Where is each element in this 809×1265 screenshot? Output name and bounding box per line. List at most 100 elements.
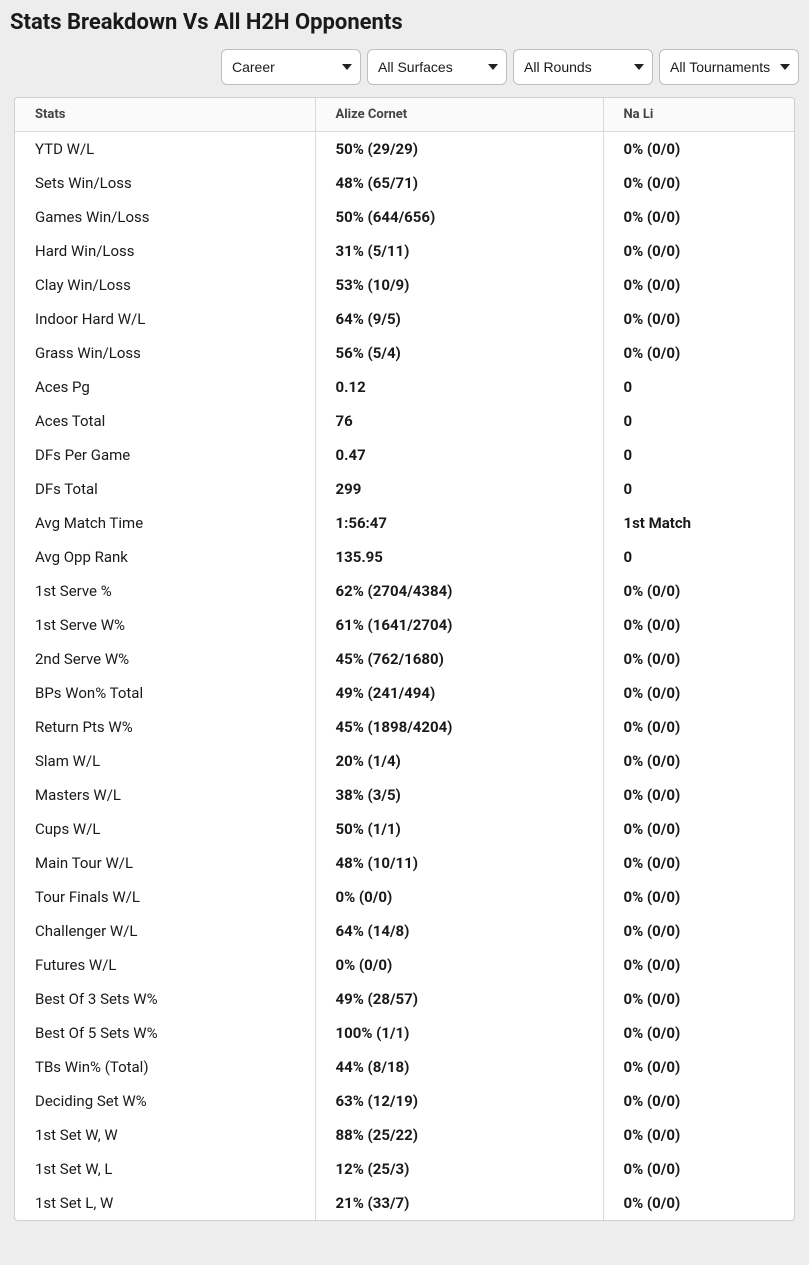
stat-label: Hard Win/Loss [15,234,315,268]
player2-value: 0% (0/0) [603,302,794,336]
player2-value: 0% (0/0) [603,268,794,302]
stat-label: 1st Set L, W [15,1186,315,1220]
stats-table-wrap: Stats Alize Cornet Na Li YTD W/L50% (29/… [14,97,795,1221]
player1-value: 49% (241/494) [315,676,603,710]
player1-value: 20% (1/4) [315,744,603,778]
player1-value: 50% (29/29) [315,132,603,167]
page-title: Stats Breakdown Vs All H2H Opponents [0,0,809,49]
table-row: Futures W/L0% (0/0)0% (0/0) [15,948,794,982]
player2-value: 0% (0/0) [603,1186,794,1220]
table-header-row: Stats Alize Cornet Na Li [15,98,794,132]
stat-label: DFs Total [15,472,315,506]
player2-value: 0% (0/0) [603,1016,794,1050]
player1-value: 61% (1641/2704) [315,608,603,642]
table-row: YTD W/L50% (29/29)0% (0/0) [15,132,794,167]
period-select[interactable]: Career [221,49,361,85]
stat-label: 1st Serve % [15,574,315,608]
player1-value: 63% (12/19) [315,1084,603,1118]
player1-value: 0.12 [315,370,603,404]
player2-value: 0 [603,472,794,506]
table-row: Tour Finals W/L0% (0/0)0% (0/0) [15,880,794,914]
table-row: Cups W/L50% (1/1)0% (0/0) [15,812,794,846]
player1-value: 48% (65/71) [315,166,603,200]
player1-value: 0.47 [315,438,603,472]
player1-value: 299 [315,472,603,506]
player1-value: 88% (25/22) [315,1118,603,1152]
tournament-select[interactable]: All Tournaments [659,49,799,85]
player2-value: 0% (0/0) [603,914,794,948]
stat-label: Slam W/L [15,744,315,778]
stat-label: Return Pts W% [15,710,315,744]
player2-value: 0% (0/0) [603,778,794,812]
table-row: BPs Won% Total49% (241/494)0% (0/0) [15,676,794,710]
player1-value: 38% (3/5) [315,778,603,812]
stat-label: Best Of 5 Sets W% [15,1016,315,1050]
stat-label: Clay Win/Loss [15,268,315,302]
table-row: 1st Set L, W21% (33/7)0% (0/0) [15,1186,794,1220]
stat-label: Cups W/L [15,812,315,846]
table-row: Indoor Hard W/L64% (9/5)0% (0/0) [15,302,794,336]
table-row: Slam W/L20% (1/4)0% (0/0) [15,744,794,778]
table-row: Avg Opp Rank135.950 [15,540,794,574]
table-row: Masters W/L38% (3/5)0% (0/0) [15,778,794,812]
player2-value: 0% (0/0) [603,948,794,982]
player1-value: 49% (28/57) [315,982,603,1016]
header-player2: Na Li [603,98,794,132]
player1-value: 50% (1/1) [315,812,603,846]
player2-value: 0% (0/0) [603,336,794,370]
header-player1: Alize Cornet [315,98,603,132]
table-row: Avg Match Time1:56:471st Match [15,506,794,540]
table-row: Best Of 3 Sets W%49% (28/57)0% (0/0) [15,982,794,1016]
player2-value: 0 [603,540,794,574]
table-row: Aces Pg0.120 [15,370,794,404]
stat-label: DFs Per Game [15,438,315,472]
player2-value: 0% (0/0) [603,132,794,167]
surface-select[interactable]: All Surfaces [367,49,507,85]
stat-label: Deciding Set W% [15,1084,315,1118]
table-row: Best Of 5 Sets W%100% (1/1)0% (0/0) [15,1016,794,1050]
round-select[interactable]: All Rounds [513,49,653,85]
player1-value: 31% (5/11) [315,234,603,268]
player2-value: 0 [603,438,794,472]
player2-value: 0% (0/0) [603,1152,794,1186]
stat-label: Avg Opp Rank [15,540,315,574]
table-row: Challenger W/L64% (14/8)0% (0/0) [15,914,794,948]
table-row: Games Win/Loss50% (644/656)0% (0/0) [15,200,794,234]
player1-value: 21% (33/7) [315,1186,603,1220]
player2-value: 0 [603,370,794,404]
player1-value: 45% (1898/4204) [315,710,603,744]
table-row: Hard Win/Loss31% (5/11)0% (0/0) [15,234,794,268]
player1-value: 1:56:47 [315,506,603,540]
stat-label: 1st Set W, W [15,1118,315,1152]
player1-value: 64% (14/8) [315,914,603,948]
table-row: DFs Total2990 [15,472,794,506]
table-row: 1st Serve %62% (2704/4384)0% (0/0) [15,574,794,608]
player2-value: 0% (0/0) [603,846,794,880]
stat-label: Sets Win/Loss [15,166,315,200]
stat-label: Grass Win/Loss [15,336,315,370]
player2-value: 0% (0/0) [603,166,794,200]
stat-label: 1st Set W, L [15,1152,315,1186]
stat-label: YTD W/L [15,132,315,167]
table-row: DFs Per Game0.470 [15,438,794,472]
player2-value: 1st Match [603,506,794,540]
player2-value: 0% (0/0) [603,880,794,914]
player1-value: 76 [315,404,603,438]
player1-value: 44% (8/18) [315,1050,603,1084]
player1-value: 62% (2704/4384) [315,574,603,608]
table-row: Main Tour W/L48% (10/11)0% (0/0) [15,846,794,880]
table-row: 2nd Serve W%45% (762/1680)0% (0/0) [15,642,794,676]
stat-label: Challenger W/L [15,914,315,948]
stat-label: Indoor Hard W/L [15,302,315,336]
table-row: TBs Win% (Total)44% (8/18)0% (0/0) [15,1050,794,1084]
player2-value: 0% (0/0) [603,710,794,744]
player2-value: 0% (0/0) [603,982,794,1016]
player1-value: 53% (10/9) [315,268,603,302]
table-row: 1st Serve W%61% (1641/2704)0% (0/0) [15,608,794,642]
player1-value: 12% (25/3) [315,1152,603,1186]
stats-table: Stats Alize Cornet Na Li YTD W/L50% (29/… [15,98,794,1220]
stat-label: Futures W/L [15,948,315,982]
player1-value: 100% (1/1) [315,1016,603,1050]
table-row: Clay Win/Loss53% (10/9)0% (0/0) [15,268,794,302]
table-row: 1st Set W, W88% (25/22)0% (0/0) [15,1118,794,1152]
